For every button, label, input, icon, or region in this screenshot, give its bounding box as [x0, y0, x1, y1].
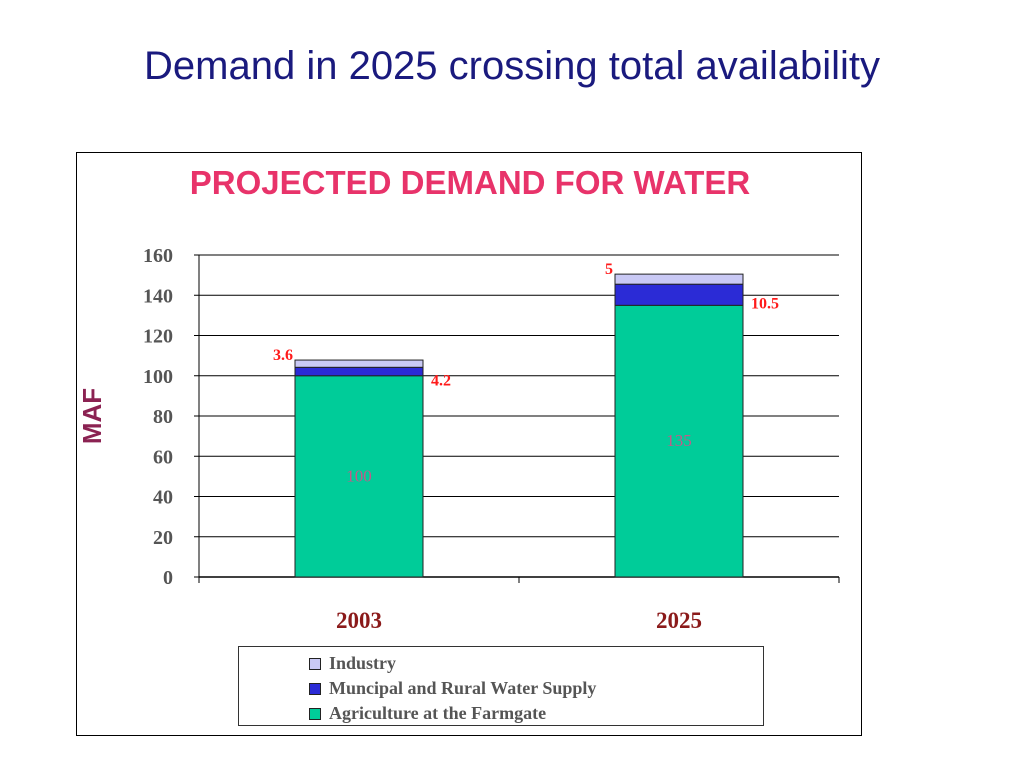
- x-category-label-2025: 2025: [656, 608, 702, 633]
- y-tick-label-0: 0: [163, 567, 173, 589]
- bar-municipal-2003: [294, 366, 424, 377]
- x-category-label-2003: 2003: [336, 608, 382, 633]
- data-label-agriculture-2003: 100: [346, 466, 372, 485]
- data-label-industry-2003: 3.6: [273, 347, 293, 364]
- legend-swatch-municipal: [309, 682, 321, 695]
- chart-frame: PROJECTED DEMAND FOR WATER MAF 0 20 40 60 80 10…: [76, 152, 862, 736]
- data-label-industry-2025: 5: [605, 261, 613, 278]
- y-tick-label-100: 100: [143, 366, 173, 388]
- legend-item-agriculture: Agriculture at the Farmgate: [239, 701, 763, 726]
- legend-swatch-agriculture: [309, 707, 321, 720]
- y-tick-label-60: 60: [153, 446, 173, 468]
- legend-label-industry: Industry: [329, 653, 397, 673]
- data-label-agriculture-2025: 135: [666, 431, 692, 450]
- y-tick-label-160: 160: [143, 245, 173, 267]
- y-tick-label-140: 140: [143, 285, 173, 307]
- bar-agriculture-2025: [614, 304, 744, 578]
- legend-label-municipal: Muncipal and Rural Water Supply: [329, 678, 597, 698]
- stacked-bar-chart: PROJECTED DEMAND FOR WATER MAF 0 20 40 60 80 10…: [77, 164, 840, 633]
- y-tick-label-40: 40: [153, 487, 173, 509]
- legend-label-agriculture: Agriculture at the Farmgate: [329, 703, 547, 723]
- y-axis-label: MAF: [77, 388, 107, 444]
- data-label-municipal-2003: 4.2: [431, 373, 451, 390]
- chart-title: PROJECTED DEMAND FOR WATER: [190, 164, 751, 201]
- y-tick-label-80: 80: [153, 406, 173, 428]
- chart-legend: Industry Muncipal and Rural Water Supply…: [238, 646, 764, 726]
- data-label-municipal-2025: 10.5: [751, 296, 779, 313]
- bar-industry-2025: [614, 273, 744, 285]
- bar-agriculture-2003: [294, 375, 424, 578]
- bar-industry-2003: [294, 359, 424, 368]
- y-tick-label-20: 20: [153, 527, 173, 549]
- legend-item-municipal: Muncipal and Rural Water Supply: [239, 676, 763, 701]
- legend-swatch-industry: [309, 657, 321, 670]
- slide-title: Demand in 2025 crossing total availabili…: [144, 44, 880, 88]
- bar-municipal-2025: [614, 283, 744, 306]
- legend-item-industry: Industry: [239, 651, 763, 676]
- y-tick-label-120: 120: [143, 326, 173, 348]
